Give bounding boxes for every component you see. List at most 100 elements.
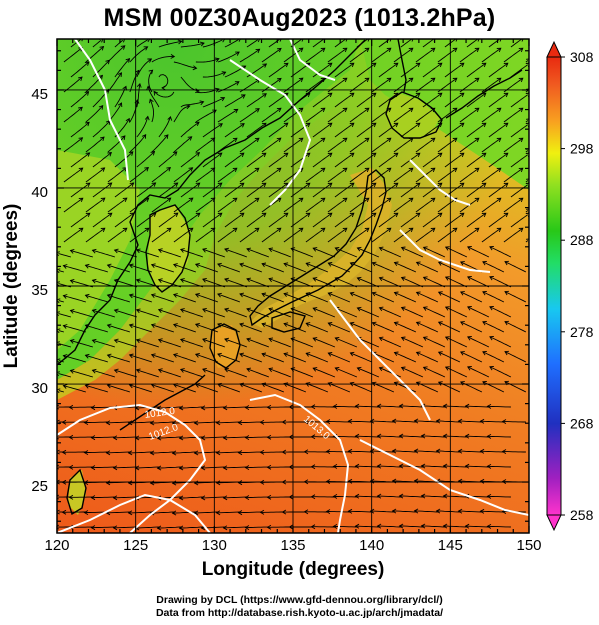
streamline-arrow — [464, 463, 470, 469]
streamline-arrow — [325, 449, 331, 454]
streamline-arrow — [437, 291, 443, 296]
streamline-arrow — [144, 227, 150, 232]
streamline — [114, 249, 138, 258]
streamline — [157, 466, 181, 469]
streamline — [70, 91, 89, 108]
streamline — [246, 93, 267, 108]
streamline — [400, 62, 421, 78]
streamline — [268, 62, 289, 78]
streamline — [481, 227, 502, 243]
streamline — [422, 182, 443, 198]
streamline-arrow — [255, 39, 261, 43]
streamline-arrow — [83, 450, 89, 455]
streamline-arrow — [452, 227, 458, 233]
streamline — [438, 351, 461, 363]
streamline-arrow — [128, 323, 134, 329]
streamline-arrow — [188, 167, 194, 172]
streamline-arrow — [349, 122, 355, 128]
streamline — [113, 496, 137, 499]
streamline-arrow — [460, 291, 465, 296]
streamline-arrow — [526, 178, 529, 183]
streamline-arrow — [217, 292, 222, 298]
streamline — [128, 451, 152, 454]
streamline — [401, 277, 424, 288]
streamline-arrow — [420, 463, 426, 469]
streamline-arrow — [452, 47, 458, 53]
streamline — [63, 167, 83, 183]
streamline-arrow — [371, 212, 377, 218]
streamline-arrow — [127, 480, 133, 486]
streamline-arrow — [347, 418, 353, 424]
streamline — [224, 338, 248, 348]
streamline-arrow — [259, 509, 265, 515]
streamline-arrow — [464, 403, 470, 409]
streamline — [224, 368, 248, 378]
streamline-arrow — [276, 197, 282, 203]
streamline-arrow — [220, 96, 226, 102]
streamline-arrow — [364, 107, 370, 113]
streamline-arrow — [239, 322, 244, 328]
streamline — [70, 310, 94, 318]
streamline-arrow — [179, 248, 185, 253]
streamline-arrow — [526, 238, 529, 243]
streamline — [114, 339, 138, 348]
streamline — [488, 122, 509, 138]
streamline-arrow — [171, 510, 177, 516]
streamline — [335, 337, 358, 348]
streamline-arrow — [172, 353, 178, 358]
streamline-arrow — [178, 435, 184, 441]
streamline-arrow — [276, 107, 282, 113]
streamline — [268, 338, 292, 348]
streamline-arrow — [504, 290, 509, 296]
streamline-arrow — [84, 61, 90, 66]
streamline — [107, 294, 131, 303]
streamline — [327, 47, 348, 63]
streamline — [443, 435, 467, 438]
streamline-arrow — [312, 337, 318, 342]
streamline-arrow — [393, 381, 399, 387]
streamline-arrow — [288, 524, 294, 530]
streamline-arrow — [349, 351, 355, 357]
streamline — [305, 137, 326, 153]
streamline — [158, 212, 179, 228]
streamline-arrow — [149, 450, 155, 456]
x-tick-labels: 120 125 130 135 140 145 150 — [44, 537, 541, 554]
streamline-arrow — [444, 246, 450, 251]
streamline — [224, 182, 245, 198]
streamline-arrow — [455, 39, 458, 42]
y-axis-title: Latitude (degrees) — [1, 204, 22, 369]
streamline-arrow — [320, 77, 326, 83]
streamline-arrow — [349, 381, 355, 387]
streamline — [399, 405, 423, 408]
streamline — [107, 354, 131, 363]
streamline — [224, 39, 239, 48]
streamline-arrow — [464, 523, 470, 529]
streamline-arrow — [268, 307, 274, 313]
streamline — [246, 248, 270, 258]
streamline-arrow — [479, 478, 485, 484]
streamline — [355, 405, 379, 408]
streamline — [465, 405, 489, 408]
streamline-arrow — [482, 350, 487, 356]
streamline-arrow — [156, 435, 162, 441]
streamline — [290, 182, 311, 198]
streamline-arrow — [125, 117, 130, 123]
streamline-arrow — [57, 358, 61, 364]
streamline — [377, 465, 401, 468]
streamline — [180, 308, 204, 318]
streamline-arrow — [298, 77, 304, 83]
streamline — [378, 122, 399, 138]
streamline — [238, 451, 262, 454]
streamline-arrow — [268, 337, 274, 343]
streamline-arrow — [415, 92, 421, 98]
streamline — [312, 92, 333, 108]
streamline-arrow — [149, 510, 155, 516]
streamline-arrow — [78, 227, 84, 233]
streamline-arrow — [202, 367, 207, 373]
colorbar-bottom-arrow — [546, 514, 562, 532]
streamline — [58, 330, 65, 333]
streamline-arrow — [460, 261, 465, 266]
streamline — [150, 421, 174, 424]
streamline — [151, 264, 175, 273]
streamline-arrow — [261, 322, 267, 328]
